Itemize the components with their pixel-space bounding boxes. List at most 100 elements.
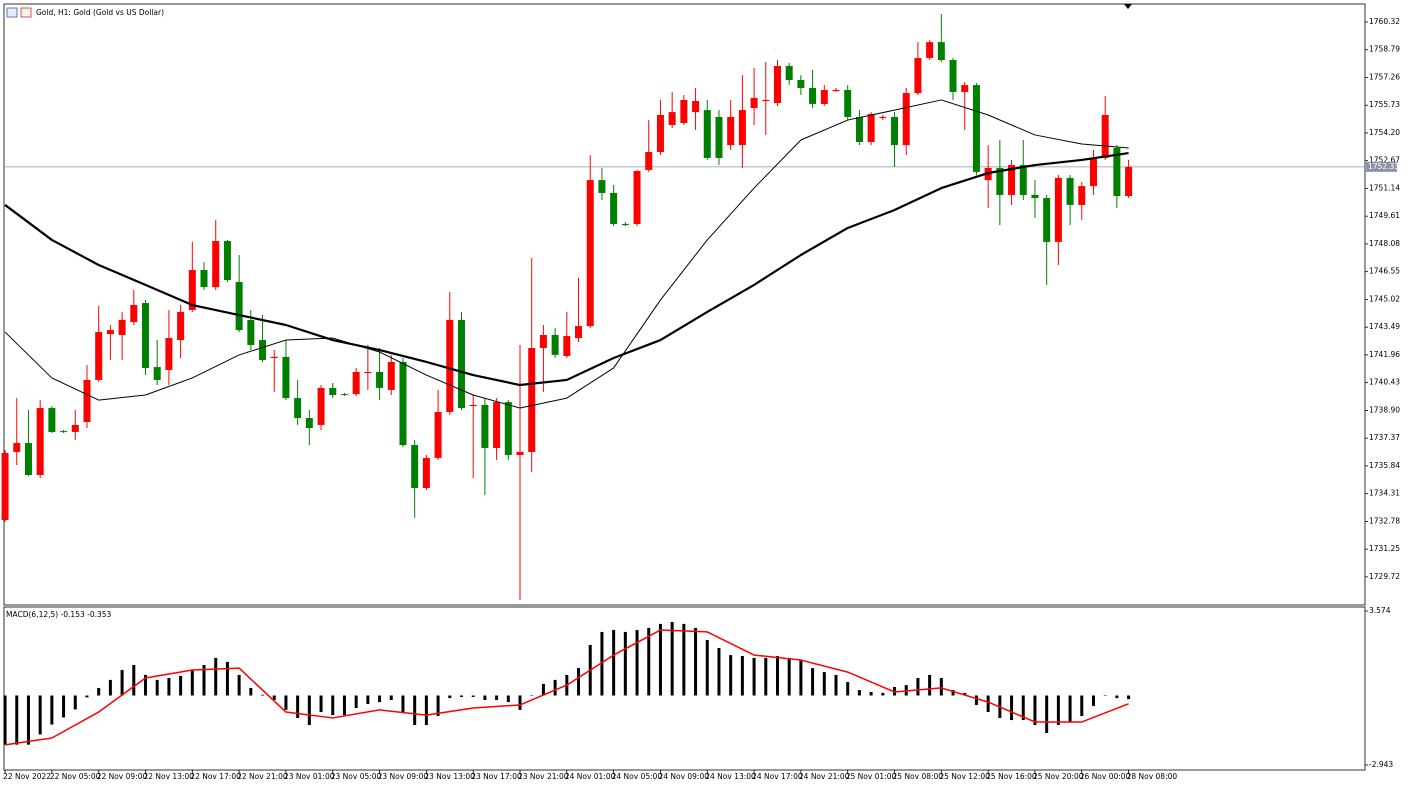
macd-bar: [788, 658, 791, 696]
macd-bar: [355, 695, 358, 708]
x-tick-label: 25 Nov 08:00: [893, 772, 944, 781]
macd-bar: [401, 695, 404, 712]
y-tick-label: 3.574: [1369, 606, 1391, 615]
macd-bar: [121, 670, 124, 696]
y-tick-label: 1745.02: [1369, 294, 1400, 303]
macd-bar: [870, 692, 873, 696]
x-tick-label: 22 Nov 13:00: [143, 772, 194, 781]
candle-body: [1102, 115, 1109, 158]
candle-body: [1078, 186, 1085, 205]
macd-bar: [846, 682, 849, 695]
macd-bar: [472, 695, 475, 696]
y-tick-label: 1743.49: [1369, 322, 1400, 331]
candle-body: [388, 362, 395, 390]
candle-body: [154, 367, 161, 380]
macd-bar: [483, 695, 486, 699]
macd-bar: [940, 678, 943, 695]
candle-body: [353, 372, 360, 394]
macd-bar: [331, 695, 334, 715]
macd-bar: [1080, 695, 1083, 716]
candle-body: [236, 282, 243, 330]
x-tick-label: 23 Nov 05:00: [331, 772, 382, 781]
y-tick-label: 1748.08: [1369, 239, 1400, 248]
macd-bar: [975, 695, 978, 704]
y-tick-label: 1758.79: [1369, 45, 1400, 54]
candle-body: [505, 402, 512, 455]
candle-body: [247, 320, 254, 345]
y-tick-label: 1755.73: [1369, 100, 1400, 109]
candle-body: [294, 398, 301, 418]
candle-body: [938, 42, 945, 60]
macd-bar: [378, 695, 381, 702]
current-price-label: 1752.33: [1368, 162, 1399, 171]
candle-body: [72, 425, 79, 432]
candle-body: [481, 405, 488, 448]
macd-bar: [858, 690, 861, 695]
candle-body: [282, 357, 289, 398]
macd-bar: [916, 678, 919, 695]
macd-bar: [1127, 695, 1130, 699]
y-tick-label: 1729.72: [1369, 572, 1400, 581]
macd-bar: [741, 656, 744, 695]
candle-body: [130, 305, 137, 322]
candle-body: [680, 100, 687, 123]
candle-body: [528, 348, 535, 452]
candle-body: [926, 42, 933, 58]
macd-bar: [226, 662, 229, 696]
macd-bar: [799, 660, 802, 695]
macd-bar: [577, 668, 580, 695]
candle-body: [376, 372, 383, 388]
x-tick-label: 24 Nov 05:00: [612, 772, 663, 781]
candle-body: [224, 241, 231, 280]
macd-bar: [413, 695, 416, 725]
x-tick-label: 28 Nov 08:00: [1127, 772, 1178, 781]
macd-bar: [1010, 695, 1013, 720]
y-tick-label: 1732.78: [1369, 516, 1400, 525]
candle-body: [318, 388, 325, 425]
candle-body: [891, 117, 898, 145]
macd-bar: [717, 648, 720, 695]
candle-body: [833, 90, 840, 91]
macd-bar: [542, 684, 545, 696]
x-tick-label: 22 Nov 21:00: [237, 772, 288, 781]
x-tick-label: 23 Nov 09:00: [378, 772, 429, 781]
candle-body: [435, 412, 442, 458]
y-tick-label: 1746.55: [1369, 267, 1400, 276]
candle-body: [622, 224, 629, 225]
y-tick-label: 1738.90: [1369, 405, 1400, 414]
candle-body: [552, 335, 559, 355]
macd-bar: [1057, 695, 1060, 725]
macd-bar: [1033, 695, 1036, 725]
candle-body: [821, 90, 828, 104]
candle-body: [411, 445, 418, 488]
y-tick-label: 1754.20: [1369, 128, 1400, 137]
y-tick-label: 1734.31: [1369, 489, 1400, 498]
macd-bar: [753, 658, 756, 696]
candle-body: [399, 362, 406, 445]
candle-body: [25, 443, 32, 475]
x-tick-label: 22 Nov 09:00: [97, 772, 148, 781]
macd-bar: [881, 693, 884, 696]
macd-bar: [214, 658, 217, 696]
candle-body: [107, 330, 114, 334]
macd-bar: [343, 695, 346, 715]
macd-bar: [39, 695, 42, 734]
candle-body: [2, 453, 9, 520]
y-tick-label: 1740.43: [1369, 378, 1400, 387]
macd-bar: [296, 695, 299, 717]
candle-body: [458, 320, 465, 408]
candle-body: [751, 98, 758, 108]
candle-body: [1020, 165, 1027, 195]
macd-bar: [659, 624, 662, 696]
macd-bar: [764, 658, 767, 696]
macd-bar: [612, 630, 615, 695]
macd-bar: [554, 680, 557, 696]
x-tick-label: 25 Nov 20:00: [1033, 772, 1084, 781]
macd-bar: [179, 676, 182, 696]
candle-body: [739, 110, 746, 145]
x-tick-label: 24 Nov 21:00: [799, 772, 850, 781]
x-tick-label: 24 Nov 17:00: [752, 772, 803, 781]
candle-body: [879, 117, 886, 118]
candle-body: [165, 338, 172, 370]
candle-body: [786, 66, 793, 80]
